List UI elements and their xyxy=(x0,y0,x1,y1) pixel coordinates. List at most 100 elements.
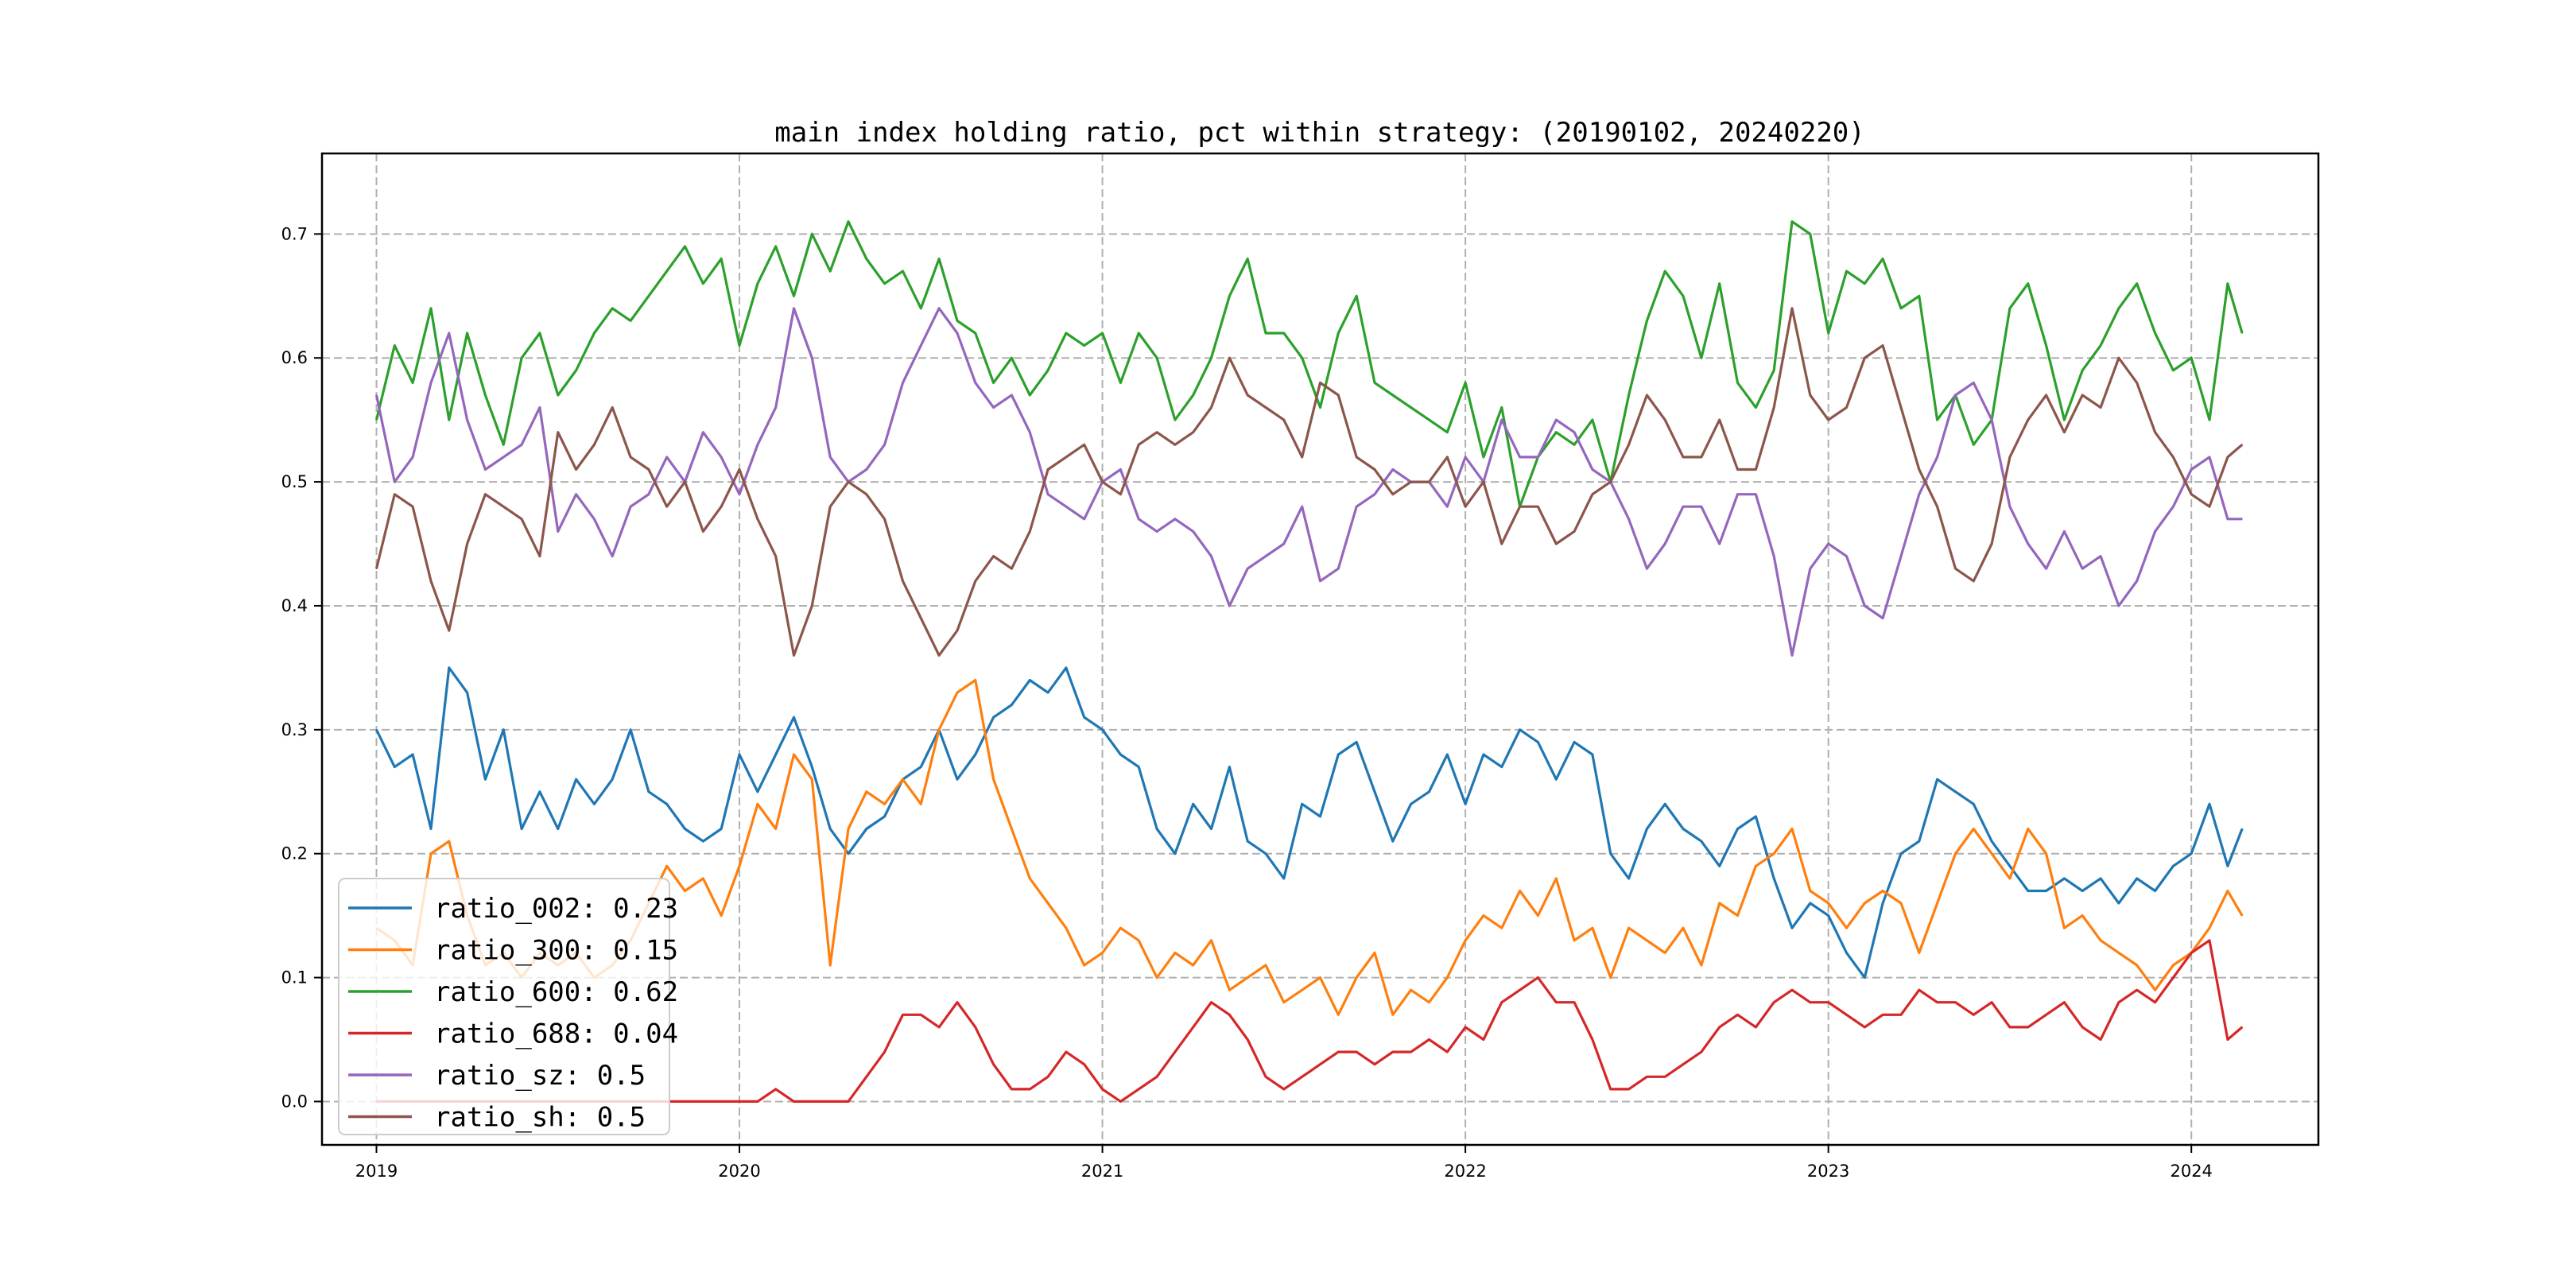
data-point xyxy=(1047,493,1049,495)
data-point xyxy=(2100,940,2101,941)
y-tick-label: 0.0 xyxy=(281,1092,308,1111)
data-point xyxy=(1609,976,1612,979)
data-point xyxy=(502,729,505,731)
data-point xyxy=(1374,493,1375,495)
data-point xyxy=(2118,1001,2120,1003)
data-point xyxy=(2118,357,2120,359)
data-point xyxy=(2172,865,2174,867)
data-point xyxy=(1592,419,1593,421)
data-point xyxy=(883,816,886,817)
data-point xyxy=(539,406,541,409)
data-point xyxy=(1138,518,1139,520)
data-point xyxy=(1664,803,1666,805)
data-point xyxy=(975,332,976,334)
data-point xyxy=(1047,902,1049,904)
data-point xyxy=(992,382,995,384)
data-point xyxy=(720,828,722,830)
data-point xyxy=(739,754,740,755)
data-point xyxy=(774,754,777,755)
data-point xyxy=(448,332,450,334)
data-point xyxy=(1283,543,1285,545)
data-point xyxy=(502,506,505,507)
data-point xyxy=(1210,555,1212,557)
data-point xyxy=(1011,357,1013,359)
data-point xyxy=(2118,952,2120,954)
data-point xyxy=(848,852,849,855)
data-point xyxy=(1791,308,1793,309)
data-point xyxy=(938,729,940,731)
data-point xyxy=(2027,1026,2029,1028)
data-point xyxy=(2045,394,2047,396)
data-point xyxy=(1718,902,1721,904)
data-point xyxy=(757,518,758,520)
data-point xyxy=(1646,828,1648,830)
data-point xyxy=(521,518,522,520)
data-point xyxy=(938,654,940,657)
legend-label: ratio_600: 0.62 xyxy=(434,976,678,1008)
data-point xyxy=(1174,952,1176,954)
data-point xyxy=(702,282,704,285)
data-point xyxy=(1174,419,1176,421)
data-point xyxy=(2190,493,2192,495)
data-point xyxy=(1483,456,1484,458)
data-point xyxy=(2045,852,2047,855)
data-point xyxy=(593,803,596,805)
data-point xyxy=(684,1100,686,1103)
data-point xyxy=(1265,332,1267,334)
data-point xyxy=(2154,890,2156,892)
data-point xyxy=(1210,940,1212,941)
data-point xyxy=(811,233,813,235)
data-point xyxy=(920,308,922,309)
data-point xyxy=(1374,1063,1375,1065)
data-point xyxy=(702,530,704,533)
data-point xyxy=(1936,506,1938,507)
data-point xyxy=(1392,394,1394,396)
data-point xyxy=(1483,1038,1484,1041)
data-point xyxy=(2045,568,2047,569)
data-point xyxy=(575,370,577,371)
data-point xyxy=(1356,1051,1357,1053)
data-point xyxy=(829,506,831,507)
data-point xyxy=(1882,902,1884,904)
data-point xyxy=(2118,605,2120,607)
data-point xyxy=(1319,816,1321,817)
data-point xyxy=(975,679,976,681)
data-point xyxy=(1954,791,1957,793)
data-point xyxy=(684,828,686,830)
data-point xyxy=(1247,568,1248,569)
data-point xyxy=(1627,444,1630,446)
data-point xyxy=(1845,952,1848,954)
data-point xyxy=(1356,506,1357,507)
data-point xyxy=(1011,1088,1013,1090)
data-point xyxy=(2136,282,2138,285)
data-point xyxy=(1156,431,1158,433)
data-point xyxy=(975,754,976,755)
data-point xyxy=(1156,530,1158,533)
data-point xyxy=(1392,840,1394,842)
data-point xyxy=(1228,295,1231,297)
data-point xyxy=(1682,927,1684,929)
data-point xyxy=(630,456,631,458)
data-point xyxy=(1192,1026,1194,1028)
data-point xyxy=(1936,778,1938,780)
y-tick-label: 0.5 xyxy=(281,472,308,491)
data-point xyxy=(1501,927,1503,929)
data-point xyxy=(1973,828,1975,830)
data-point xyxy=(1736,914,1739,917)
data-point xyxy=(1337,1014,1340,1016)
data-point xyxy=(375,394,378,396)
data-point xyxy=(1936,419,1938,421)
series-line-ratio_sz xyxy=(374,307,2243,657)
data-point xyxy=(1174,852,1176,855)
data-point xyxy=(1701,1051,1702,1053)
y-axis: 0.0 0.1 0.2 0.3 0.4 0.5 0.6 0.7 xyxy=(281,224,322,1111)
data-point xyxy=(1773,1001,1775,1003)
data-point xyxy=(1410,989,1412,991)
data-point xyxy=(521,444,522,446)
y-tick-label: 0.3 xyxy=(281,720,308,739)
data-point xyxy=(1609,1088,1612,1090)
data-point xyxy=(774,828,777,830)
data-point xyxy=(2136,382,2138,384)
data-point xyxy=(1065,1051,1067,1053)
data-point xyxy=(2154,1001,2156,1003)
